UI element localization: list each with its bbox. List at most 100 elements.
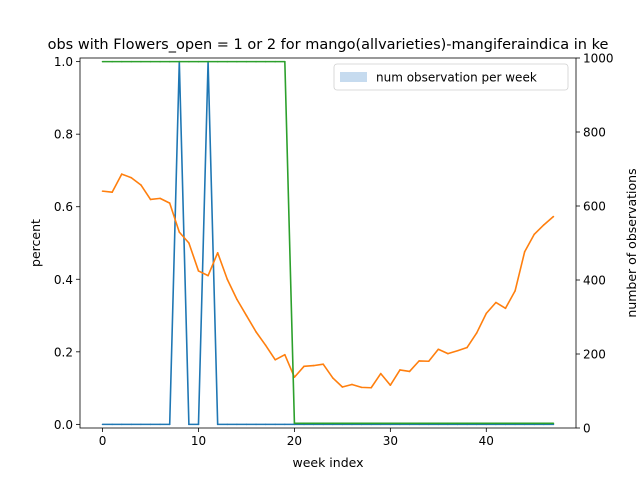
y2-tick-label: 400: [583, 274, 606, 288]
data-point: [495, 301, 497, 304]
data-point: [188, 423, 190, 426]
data-point: [168, 202, 171, 204]
data-point: [293, 422, 296, 425]
legend-label: num observation per week: [376, 71, 537, 85]
data-point: [379, 422, 382, 425]
data-point: [543, 224, 545, 226]
data-point: [274, 423, 277, 426]
data-point: [504, 422, 507, 425]
x-tick-label: 0: [99, 434, 107, 448]
data-point: [168, 60, 171, 63]
data-point: [207, 274, 209, 277]
data-point: [408, 370, 411, 373]
data-point: [485, 422, 488, 425]
data-point: [533, 233, 536, 236]
data-point: [360, 422, 363, 425]
data-point: [120, 423, 123, 426]
data-point: [447, 422, 449, 425]
data-point: [284, 423, 286, 426]
y-tick-label: 0.0: [54, 418, 73, 432]
data-point: [504, 307, 507, 310]
data-point: [226, 423, 229, 426]
series-line-1: [102, 173, 554, 389]
data-point: [149, 423, 152, 426]
y2-axis-label: number of observations: [624, 168, 639, 317]
data-point: [293, 376, 296, 379]
data-point: [111, 60, 113, 63]
data-point: [245, 423, 248, 426]
series-line-0: [102, 60, 554, 426]
y-tick-label: 0.8: [54, 128, 73, 142]
data-point: [149, 198, 152, 201]
data-point: [178, 231, 181, 233]
y2-tick-label: 600: [583, 200, 606, 214]
data-point: [552, 215, 555, 218]
data-point: [437, 348, 440, 351]
data-point: [255, 423, 257, 426]
data-point: [437, 422, 440, 425]
data-point: [236, 423, 238, 426]
data-point: [101, 60, 104, 63]
data-point: [168, 423, 171, 426]
y-tick-label: 1.0: [54, 55, 73, 69]
data-point: [399, 422, 401, 425]
data-point: [408, 422, 411, 425]
data-point: [341, 422, 344, 425]
data-point: [130, 176, 133, 179]
data-point: [456, 349, 459, 352]
data-point: [284, 60, 286, 63]
data-point: [475, 332, 478, 334]
y-tick-label: 0.4: [54, 273, 73, 287]
data-point: [140, 423, 142, 426]
data-point: [322, 422, 325, 425]
data-point: [245, 314, 248, 317]
data-point: [312, 364, 315, 367]
data-point: [226, 60, 229, 63]
data-point: [427, 422, 430, 425]
series-line-2: [102, 60, 554, 425]
data-point: [216, 251, 219, 254]
data-point: [140, 60, 142, 63]
data-point: [332, 422, 334, 425]
data-point: [120, 60, 123, 63]
data-point: [197, 60, 200, 63]
data-point: [370, 422, 372, 425]
data-point: [149, 60, 152, 63]
data-point: [447, 352, 449, 355]
data-point: [159, 423, 161, 426]
chart-title: obs with Flowers_open = 1 or 2 for mango…: [48, 37, 609, 53]
data-point: [552, 422, 555, 425]
data-point: [418, 360, 420, 362]
data-point: [533, 422, 536, 425]
y-axis-label: percent: [28, 219, 43, 267]
data-point: [111, 423, 113, 426]
data-point: [140, 184, 142, 186]
data-point: [379, 372, 382, 375]
x-tick-label: 10: [191, 434, 206, 448]
data-point: [341, 386, 344, 388]
data-point: [245, 60, 248, 63]
data-point: [130, 423, 133, 426]
y-tick-label: 0.2: [54, 345, 73, 359]
data-point: [111, 191, 113, 194]
data-point: [264, 344, 267, 347]
data-point: [303, 365, 305, 368]
legend-box: [333, 63, 569, 91]
data-point: [370, 386, 372, 389]
data-point: [475, 422, 478, 425]
data-point: [188, 242, 190, 244]
legend-swatch: [340, 72, 367, 82]
data-point: [495, 422, 497, 425]
data-point: [399, 369, 401, 371]
data-point: [159, 197, 161, 200]
data-point: [255, 331, 257, 333]
data-point: [466, 422, 468, 425]
data-point: [197, 270, 200, 272]
data-point: [389, 384, 392, 387]
data-point: [312, 422, 315, 425]
data-point: [418, 422, 420, 425]
data-point: [197, 423, 200, 426]
data-point: [274, 359, 277, 361]
data-point: [514, 422, 516, 425]
